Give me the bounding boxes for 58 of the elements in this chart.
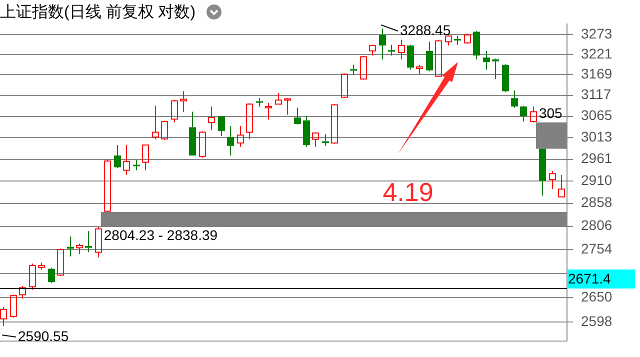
candlestick <box>284 98 291 116</box>
y-tick-label: 3273 <box>581 25 612 42</box>
candlestick <box>530 106 537 123</box>
candlestick <box>407 44 414 70</box>
candlestick <box>511 90 518 108</box>
candlestick <box>142 144 149 171</box>
y-tick-label: 2598 <box>581 313 612 330</box>
candlestick <box>152 105 159 140</box>
y-tick-label: 2910 <box>581 172 612 188</box>
candlestick <box>114 144 121 169</box>
y-tick-label: 3013 <box>581 128 612 144</box>
band-label: 2804.23 - 2838.39 <box>104 226 218 243</box>
candlestick <box>303 116 310 148</box>
candlestick <box>350 64 357 76</box>
candlestick <box>312 132 319 148</box>
y-tick-label: 3117 <box>581 86 612 102</box>
candlestick <box>294 107 301 124</box>
candlestick <box>492 58 499 80</box>
candlestick <box>133 160 140 171</box>
y-tick-label: 2961 <box>581 150 612 166</box>
y-tick-label: 2754 <box>581 240 612 256</box>
candlestick <box>426 41 433 72</box>
candlestick <box>520 105 527 122</box>
annotation: 3288.45 <box>400 22 451 38</box>
annotation: 4.19 <box>382 177 434 208</box>
y-tick-label: 3065 <box>581 107 612 124</box>
candlestick <box>237 126 244 148</box>
ref-line-label: 2671.4 <box>568 270 612 286</box>
annotation: 2590.55 <box>18 328 69 344</box>
candlestick <box>322 134 329 146</box>
candlestick <box>189 111 196 156</box>
candlestick <box>416 64 423 75</box>
y-tick-label: 3169 <box>581 66 612 82</box>
candlestick <box>123 144 130 176</box>
candlestick <box>502 64 509 93</box>
band-label: 305 <box>538 105 563 122</box>
candlestick <box>180 90 187 112</box>
chart-title: 上证指数(日线 前复权 对数) <box>0 3 196 22</box>
candlestick <box>85 230 92 253</box>
candlestick <box>398 39 405 60</box>
candlestick <box>473 30 480 60</box>
y-tick-label: 2858 <box>581 194 612 210</box>
candlestick <box>227 126 234 156</box>
candlestick <box>0 306 7 326</box>
candlestick <box>483 50 490 70</box>
y-tick-label: 2650 <box>581 288 612 304</box>
y-tick-label: 2806 <box>581 217 612 234</box>
candlestick <box>454 35 461 46</box>
candlestick <box>256 98 263 108</box>
candlestick <box>558 174 565 198</box>
y-tick-label: 3221 <box>581 45 612 62</box>
candlestick <box>539 148 546 196</box>
candlestick <box>388 44 395 56</box>
candlestick <box>218 116 225 136</box>
candlestick <box>208 106 215 131</box>
candlestick <box>549 170 556 190</box>
candlestick <box>379 28 386 60</box>
candlestick <box>265 102 272 120</box>
